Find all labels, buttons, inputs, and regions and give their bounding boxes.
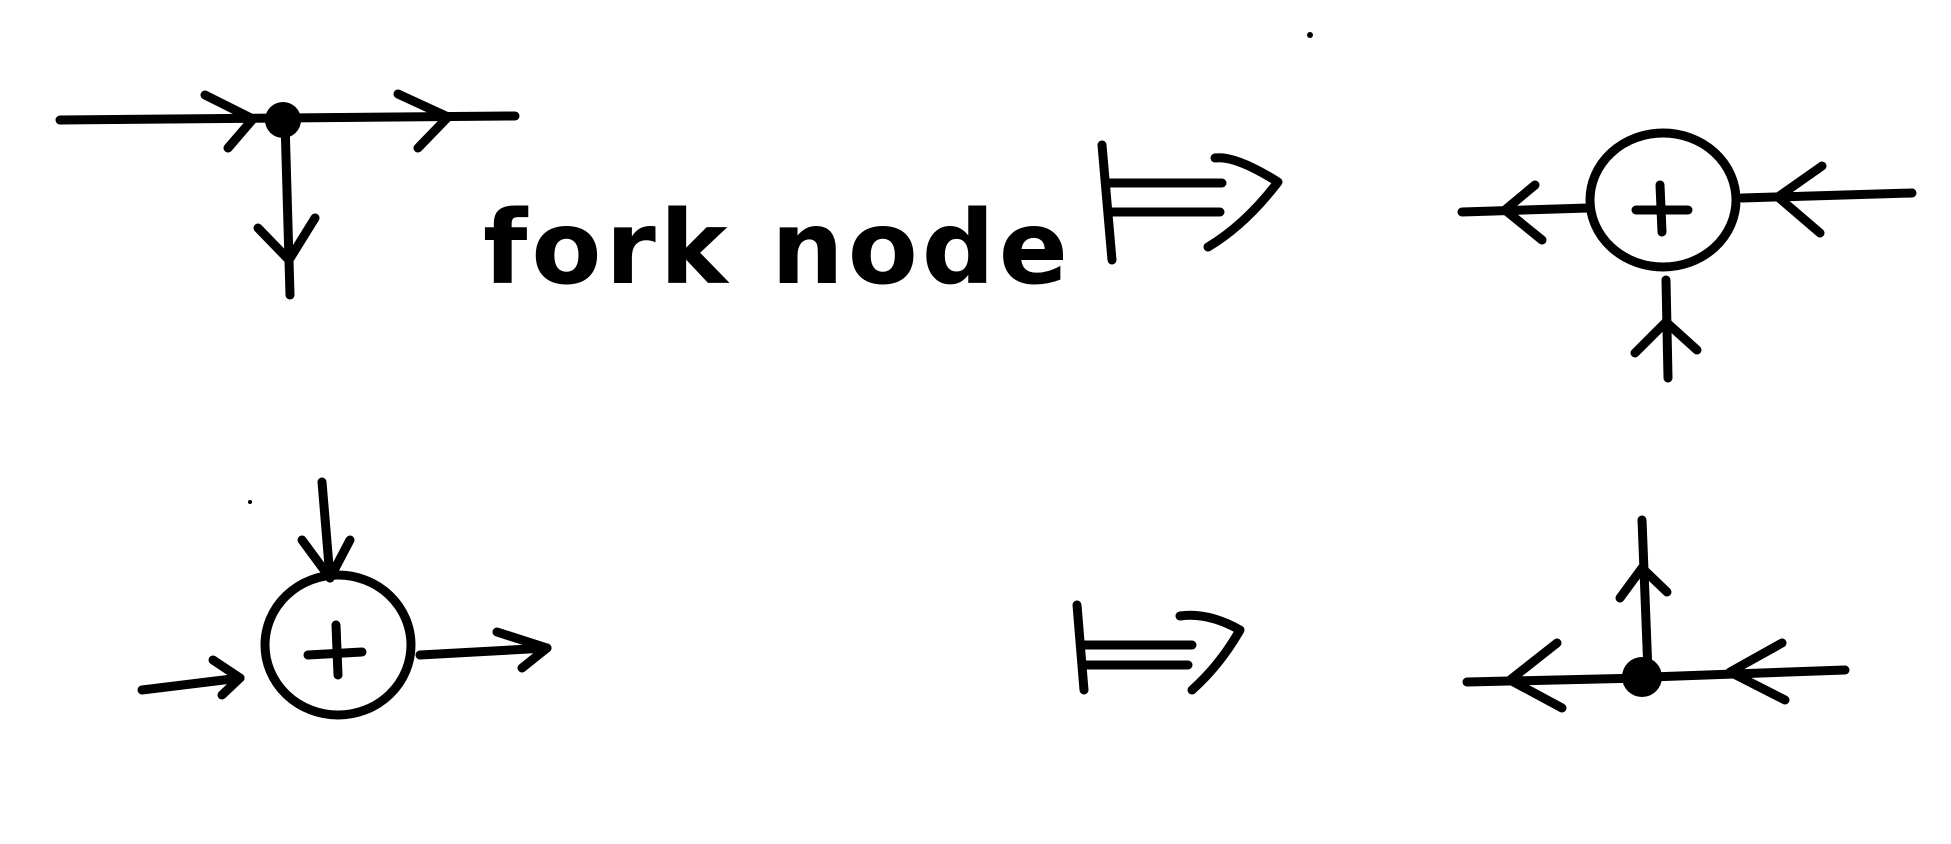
sum-top-input-bottom-arrowhead <box>1630 317 1702 358</box>
sum-bottom-output-arrowhead <box>492 627 552 673</box>
join-left-line <box>1462 673 1647 687</box>
sum-top-input-bottom-line <box>1661 275 1673 383</box>
join-dot <box>1622 657 1662 697</box>
sum-circle-top <box>1585 128 1741 272</box>
gate-bottom-body <box>1175 610 1245 695</box>
sum-bottom-input-top-line <box>317 477 335 583</box>
fork-output-down-arrowhead <box>253 213 320 265</box>
and-gate-symbol-top <box>1097 140 1283 265</box>
sum-top-input-right-line <box>1737 188 1917 203</box>
sum-plus-v-top <box>1655 180 1667 237</box>
sum-bottom-input-top-arrowhead <box>297 535 355 583</box>
join-node-symbol <box>1462 515 1850 713</box>
gate-top-body <box>1203 153 1283 252</box>
fork-input-arrowhead <box>200 90 258 153</box>
gate-top-bar <box>1097 140 1117 265</box>
sum-bottom-input-left-line <box>137 673 245 695</box>
sum-plus-v-bottom <box>331 620 343 680</box>
sum-bottom-input-left-arrowhead <box>208 655 245 700</box>
ink-speck-1 <box>1307 32 1313 38</box>
fork-node-label: fork node <box>483 189 1072 308</box>
join-left-arrowhead <box>1505 638 1567 713</box>
summing-junction-top: + <box>1457 128 1917 383</box>
join-output-line <box>1637 515 1653 677</box>
fork-output-right-line <box>280 111 520 123</box>
and-gate-symbol-bottom <box>1072 600 1245 695</box>
fork-node-symbol <box>55 89 520 300</box>
sum-top-output-line <box>1457 203 1593 217</box>
sum-top-output-arrowhead <box>1500 180 1547 245</box>
fork-output-right-arrowhead <box>393 89 453 153</box>
ink-speck-2 <box>248 500 252 504</box>
join-output-arrowhead <box>1615 563 1672 603</box>
sum-top-input-right-arrowhead <box>1773 161 1827 238</box>
fork-output-down-line <box>280 117 295 300</box>
fork-dot <box>265 102 301 138</box>
sum-bottom-output-line <box>415 643 552 660</box>
join-right-line <box>1645 665 1850 682</box>
sum-circle-bottom <box>260 570 416 720</box>
summing-junction-bottom <box>137 477 552 720</box>
join-right-arrowhead <box>1725 638 1790 705</box>
